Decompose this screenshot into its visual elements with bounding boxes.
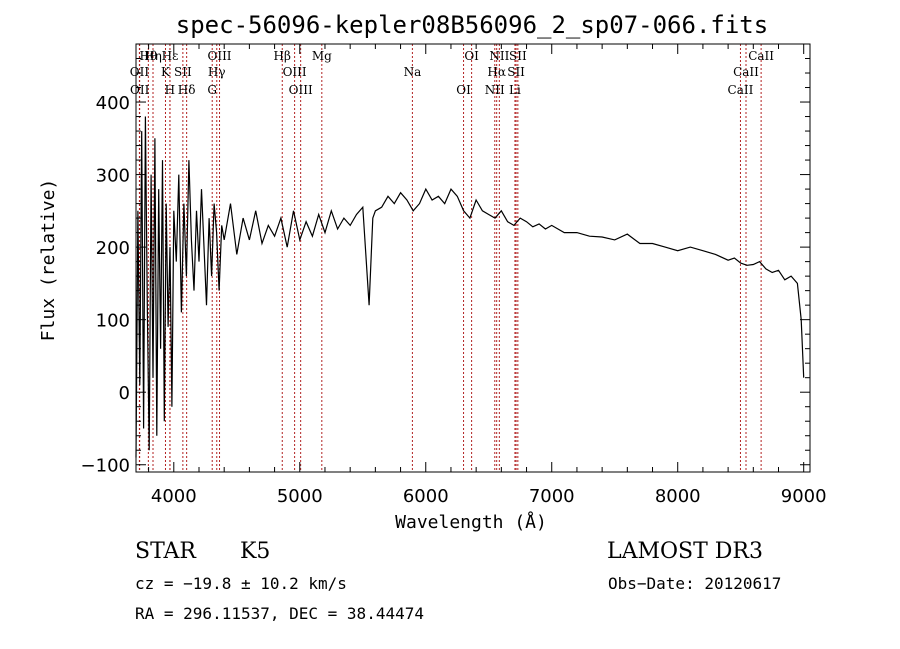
reference-line-label: Hη bbox=[144, 49, 162, 63]
reference-line-label: Hγ bbox=[208, 65, 226, 79]
reference-line-label: SII bbox=[174, 65, 192, 79]
reference-line-label: SII bbox=[507, 65, 525, 79]
x-tick-label: 7000 bbox=[529, 486, 575, 507]
object-subclass: K5 bbox=[240, 539, 271, 564]
reference-line-label: CaII bbox=[748, 49, 774, 63]
reference-line-label: G bbox=[207, 83, 217, 97]
plot-frame bbox=[135, 43, 811, 473]
reference-line-label: OI bbox=[464, 49, 479, 63]
x-tick-label: 4000 bbox=[151, 486, 197, 507]
reference-line-label: Na bbox=[404, 65, 422, 79]
y-tick-label: 400 bbox=[96, 93, 130, 114]
reference-line-label: NII bbox=[489, 49, 509, 63]
y-tick-label: 100 bbox=[96, 311, 130, 332]
reference-line-label: Hε bbox=[162, 49, 179, 63]
reference-line-label: OII bbox=[130, 83, 150, 97]
reference-line-label: OIII bbox=[289, 83, 313, 97]
x-tick-label: 6000 bbox=[403, 486, 449, 507]
y-tick-label: 300 bbox=[96, 166, 130, 187]
y-axis-ticks: −100 0 100 200 300 400 bbox=[81, 58, 810, 477]
reference-line-label: Hβ bbox=[274, 49, 291, 63]
reference-line-label: OIII bbox=[283, 65, 307, 79]
reference-line-label: Hδ bbox=[178, 83, 196, 97]
spectrum-series-line bbox=[135, 116, 805, 458]
x-tick-label: 5000 bbox=[277, 486, 323, 507]
reference-line-label: K bbox=[161, 65, 171, 79]
reference-lines bbox=[138, 44, 762, 472]
reference-line-label: Hα bbox=[487, 65, 506, 79]
reference-line-label: NII bbox=[485, 83, 505, 97]
object-class: STAR bbox=[135, 539, 196, 564]
x-axis-label: Wavelength (Å) bbox=[395, 511, 547, 533]
reference-line-label: OII bbox=[130, 65, 150, 79]
x-tick-label: 9000 bbox=[781, 486, 827, 507]
reference-line-label: Li bbox=[509, 83, 521, 97]
observation-date: Obs−Date: 20120617 bbox=[608, 574, 782, 593]
y-axis-label: Flux (relative) bbox=[38, 179, 59, 342]
redshift-velocity: cz = −19.8 ± 10.2 km/s bbox=[135, 574, 347, 593]
y-tick-label: −100 bbox=[81, 456, 130, 477]
reference-line-label: Hθ bbox=[139, 49, 157, 63]
reference-line-label: CaII bbox=[728, 83, 754, 97]
y-tick-label: 0 bbox=[119, 383, 130, 404]
reference-line-labels: Hθ OII OII Hη KH Hε SII Hδ OIII Hγ G Hβ OIII OIII Mg Na… bbox=[130, 49, 775, 97]
reference-line-label: H bbox=[165, 83, 175, 97]
sky-coordinates: RA = 296.11537, DEC = 38.44474 bbox=[135, 604, 424, 623]
reference-line-label: SII bbox=[509, 49, 527, 63]
chart-title: spec-56096-kepler08B56096_2_sp07-066.fit… bbox=[176, 11, 768, 39]
x-axis-ticks: 4000 5000 6000 7000 8000 9000 bbox=[148, 44, 827, 507]
reference-line-label: Mg bbox=[312, 49, 332, 63]
spectrum-chart: spec-56096-kepler08B56096_2_sp07-066.fit… bbox=[38, 11, 827, 533]
reference-line-label: CaII bbox=[733, 65, 759, 79]
y-tick-label: 200 bbox=[96, 238, 130, 259]
x-tick-label: 8000 bbox=[655, 486, 701, 507]
reference-line-label: OI bbox=[456, 83, 471, 97]
survey-name: LAMOST DR3 bbox=[607, 539, 763, 564]
reference-line-label: OIII bbox=[207, 49, 231, 63]
